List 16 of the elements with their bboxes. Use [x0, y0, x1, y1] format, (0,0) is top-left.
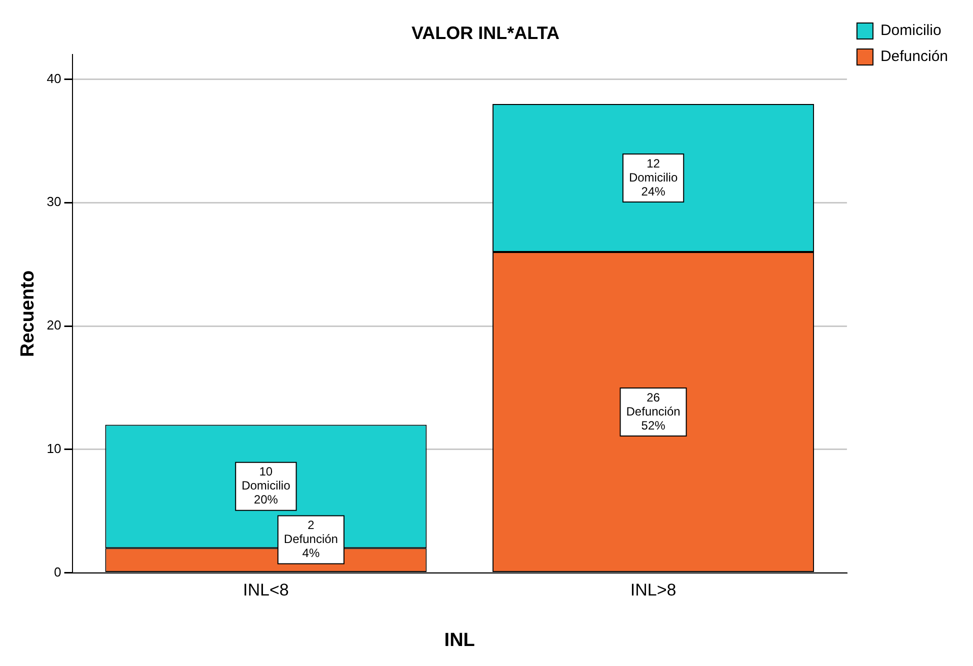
data-label: 12 Domicilio 24%	[628, 156, 678, 198]
legend-label: Defunción	[880, 48, 948, 66]
y-tick-label: 10	[46, 440, 62, 456]
y-axis-title: Recuento	[18, 270, 39, 357]
data-label: 26 Defunción 52%	[626, 390, 680, 432]
x-tick-label: INL>8	[630, 580, 676, 600]
x-axis-title: INL	[444, 630, 476, 651]
data-label: 2 Defunción 4%	[284, 518, 338, 560]
y-tick-label: 20	[46, 318, 62, 333]
x-tick-label: INL<8	[243, 580, 289, 600]
legend-label: Domicilio	[880, 22, 942, 40]
y-tick-label: 30	[46, 194, 62, 210]
data-label: 10 Domicilio 20%	[242, 464, 291, 507]
chart-title: VALOR INL*ALTA	[412, 22, 560, 43]
y-tick-label: 40	[46, 70, 62, 86]
y-tick-label: 0	[54, 564, 62, 580]
